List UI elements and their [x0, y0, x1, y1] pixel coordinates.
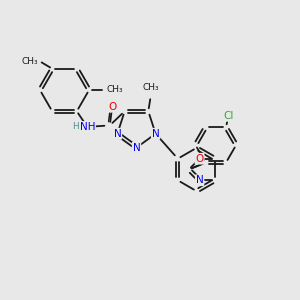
Text: N: N	[152, 129, 160, 139]
Text: CH₃: CH₃	[22, 57, 38, 66]
Text: Cl: Cl	[223, 111, 234, 121]
Text: N: N	[113, 129, 121, 139]
Text: H: H	[73, 122, 79, 131]
Text: CH₃: CH₃	[142, 83, 159, 92]
Text: N: N	[133, 142, 140, 153]
Text: NH: NH	[80, 122, 95, 132]
Text: O: O	[196, 154, 204, 164]
Text: N: N	[196, 175, 203, 185]
Text: CH₃: CH₃	[106, 85, 123, 94]
Text: O: O	[108, 102, 116, 112]
